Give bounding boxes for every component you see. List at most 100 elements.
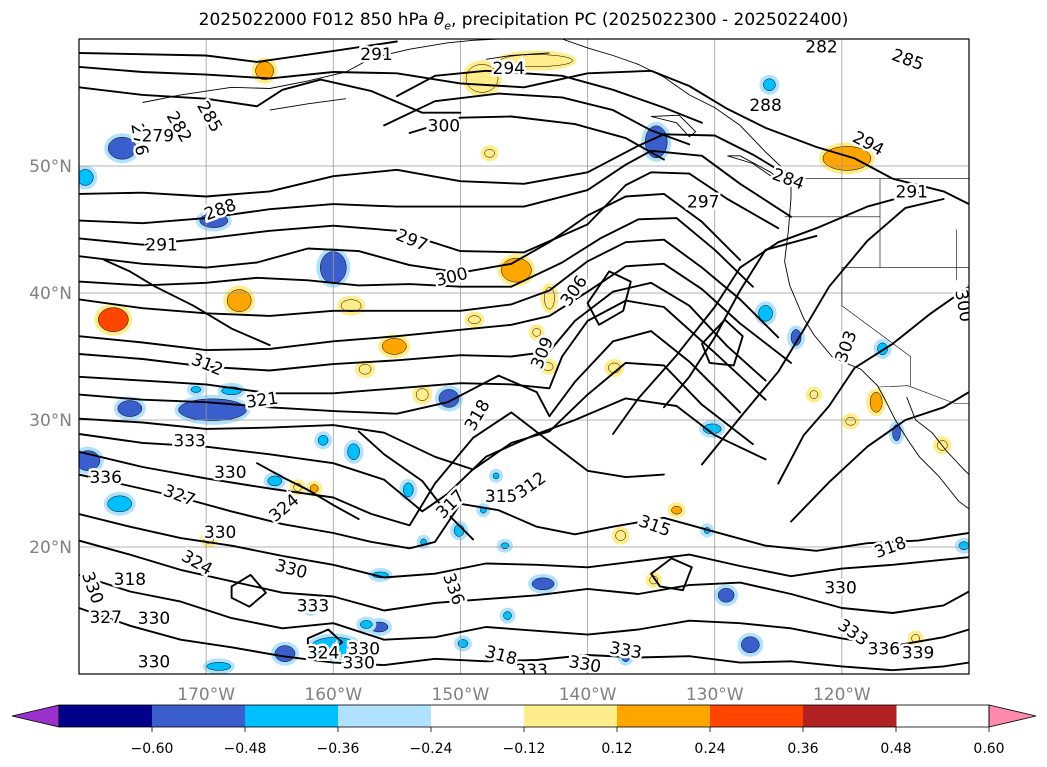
contour-line <box>662 234 818 409</box>
contour-line <box>790 391 969 523</box>
colorbar-segment <box>338 705 432 727</box>
contour-line <box>79 513 969 579</box>
contour-label: 294 <box>493 59 525 79</box>
contour-label: 297 <box>687 193 719 213</box>
precipitation-layer <box>79 50 969 674</box>
contour-line <box>79 40 398 63</box>
colorbar-tick-label: −0.60 <box>131 741 174 757</box>
colorbar: −0.60 −0.48 −0.36 −0.24 −0.12 0.12 0.24 0.36 0.4… <box>11 704 1037 757</box>
contour-line <box>79 238 780 339</box>
contour-line <box>79 330 742 418</box>
contour-line <box>383 92 691 146</box>
precip-patch <box>503 611 512 620</box>
contour-line <box>701 318 744 367</box>
title-symbol: θ <box>433 10 445 30</box>
x-tick-label: 170°W <box>177 685 235 705</box>
colorbar-tick-label: 0.60 <box>973 741 1004 757</box>
precip-patch <box>542 362 554 371</box>
precip-patch <box>403 482 414 498</box>
contour-label: 300 <box>428 116 460 136</box>
contour-line <box>701 198 945 466</box>
contour-line <box>357 430 475 541</box>
contour-label: 333 <box>608 638 643 663</box>
contour-label: 333 <box>515 661 547 681</box>
precip-patch <box>267 475 283 487</box>
x-axis-ticks: 170°W 160°W 150°W 140°W 130°W 120°W <box>177 685 871 705</box>
colorbar-tick-label: −0.12 <box>503 741 546 757</box>
contour-label: 288 <box>749 96 781 116</box>
precip-patch <box>306 603 315 613</box>
contour-label: 291 <box>896 182 928 202</box>
contour-label: 333 <box>297 596 329 616</box>
x-tick-label: 140°W <box>559 685 617 705</box>
contour-line <box>408 115 665 161</box>
precip-patch <box>544 286 555 310</box>
contour-label: 327 <box>89 608 121 628</box>
contour-line <box>79 133 805 198</box>
precip-patch <box>671 505 682 515</box>
y-tick-label: 20°N <box>29 538 72 558</box>
contour-label: 318 <box>114 570 146 590</box>
colorbar-segment <box>245 705 339 727</box>
contour-label: 315 <box>485 487 517 507</box>
precip-patch <box>500 542 510 549</box>
contour-label: 330 <box>138 609 170 629</box>
contour-line <box>79 78 462 114</box>
precip-patch <box>741 636 760 654</box>
contour-line <box>395 69 703 124</box>
precip-patch <box>107 495 132 513</box>
precip-patch <box>416 388 429 401</box>
precip-patch <box>274 645 296 662</box>
colorbar-tick-label: 0.24 <box>694 741 725 757</box>
contour-line <box>79 149 792 225</box>
y-axis-ticks: 50°N 40°N 30°N 20°N <box>29 157 72 558</box>
map-background <box>79 39 969 674</box>
precip-patch <box>358 363 372 375</box>
contour-label: 339 <box>902 643 934 663</box>
x-tick-label: 130°W <box>686 685 744 705</box>
contour-line <box>612 191 920 435</box>
precip-patch <box>317 435 329 446</box>
contour-label: 279 <box>142 127 174 147</box>
colorbar-segment <box>59 705 153 727</box>
precip-patch <box>206 662 232 671</box>
precip-patch <box>500 54 573 67</box>
precip-patch <box>809 390 819 399</box>
coastline <box>485 52 550 60</box>
colorbar-extend-low <box>11 704 60 728</box>
precip-patch <box>347 443 360 460</box>
title-symbol-subscript: e <box>444 19 451 33</box>
contour-line <box>79 607 969 672</box>
contour-line <box>256 462 360 521</box>
contour-label: 330 <box>348 640 380 660</box>
state-border <box>878 385 969 404</box>
contour-label: 333 <box>173 431 205 451</box>
contour-line <box>79 539 969 614</box>
contour-label: 336 <box>89 468 121 488</box>
contour-line <box>650 557 693 592</box>
contour-label: 336 <box>868 640 900 660</box>
coastline <box>561 39 969 510</box>
title-prefix: 2025022000 F012 850 hPa <box>198 10 434 30</box>
chart-title: 2025022000 F012 850 hPa θe, precipitatio… <box>0 10 1047 32</box>
precip-patch <box>790 329 802 346</box>
precip-patch <box>958 541 969 550</box>
contour-line <box>586 270 632 326</box>
precip-patch <box>845 417 857 426</box>
precip-patch <box>226 289 252 312</box>
contour-label: 330 <box>204 523 236 543</box>
precip-patch <box>869 391 883 413</box>
x-tick-label: 150°W <box>432 685 490 705</box>
contour-line <box>79 171 780 254</box>
colorbar-tick-label: 0.36 <box>787 741 818 757</box>
title-suffix: , precipitation PC (2025022300 - 2025022… <box>450 10 849 30</box>
precip-patch <box>484 149 495 158</box>
precip-patch <box>492 472 500 480</box>
state-border <box>841 267 911 357</box>
map-frame <box>78 38 970 675</box>
contour-line <box>79 65 969 206</box>
precip-patch <box>763 78 776 91</box>
precip-patch <box>382 338 407 355</box>
